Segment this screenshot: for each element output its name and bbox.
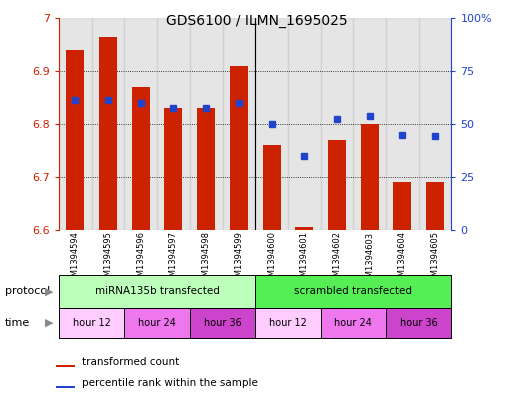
Bar [230,66,248,230]
Text: hour 24: hour 24 [334,318,372,328]
Bar [66,50,84,230]
Bar [157,18,190,230]
Text: scrambled transfected: scrambled transfected [294,286,412,296]
Bar [190,18,223,230]
Bar [321,18,353,230]
Text: hour 12: hour 12 [73,318,111,328]
Bar [124,308,190,338]
Bar [92,18,124,230]
Bar [386,18,419,230]
Bar [255,308,321,338]
Bar [353,18,386,230]
Bar [361,124,379,230]
Bar [295,227,313,230]
Bar [124,18,157,230]
Text: time: time [5,318,30,328]
Bar [386,308,451,338]
Bar [255,275,451,308]
Bar [132,87,150,230]
Text: miRNA135b transfected: miRNA135b transfected [95,286,220,296]
Bar [255,18,288,230]
Bar [59,308,124,338]
Bar [321,308,386,338]
Text: hour 24: hour 24 [138,318,176,328]
Bar [55,386,75,388]
Bar [288,18,321,230]
Bar [426,182,444,230]
Bar [223,18,255,230]
Text: GDS6100 / ILMN_1695025: GDS6100 / ILMN_1695025 [166,14,347,28]
Bar [190,308,255,338]
Text: hour 12: hour 12 [269,318,307,328]
Bar [328,140,346,230]
Text: protocol: protocol [5,286,50,296]
Bar [55,365,75,367]
Text: ▶: ▶ [45,318,54,328]
Bar [165,108,183,230]
Bar [59,18,92,230]
Text: transformed count: transformed count [82,357,179,367]
Bar [419,18,451,230]
Text: ▶: ▶ [45,286,54,296]
Bar [197,108,215,230]
Text: percentile rank within the sample: percentile rank within the sample [82,378,258,388]
Bar [263,145,281,230]
Bar [99,37,117,230]
Bar [393,182,411,230]
Text: hour 36: hour 36 [400,318,438,328]
Bar [59,275,255,308]
Text: hour 36: hour 36 [204,318,242,328]
